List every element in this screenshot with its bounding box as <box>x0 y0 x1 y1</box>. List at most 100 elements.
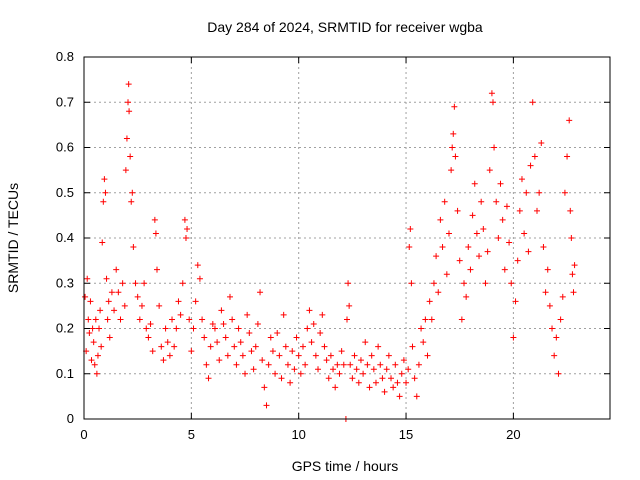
x-axis-title: GPS time / hours <box>292 458 399 474</box>
data-point <box>209 320 216 327</box>
data-point <box>291 366 298 373</box>
data-point <box>514 257 521 264</box>
data-point <box>353 366 360 373</box>
data-point <box>392 361 399 368</box>
data-point <box>310 320 317 327</box>
data-point <box>366 384 373 391</box>
data-point <box>437 216 444 223</box>
data-point <box>98 343 105 350</box>
data-point <box>211 325 218 332</box>
data-point <box>297 370 304 377</box>
data-point <box>336 370 343 377</box>
data-point <box>439 244 446 251</box>
data-point <box>242 370 249 377</box>
data-point <box>476 253 483 260</box>
data-point <box>282 343 289 350</box>
data-point <box>555 370 562 377</box>
data-point <box>340 361 347 368</box>
data-point <box>90 339 97 346</box>
data-point <box>448 167 455 174</box>
data-point <box>327 352 334 359</box>
data-point <box>480 225 487 232</box>
data-point <box>207 343 214 350</box>
data-point <box>272 370 279 377</box>
data-point <box>523 189 530 196</box>
data-point <box>553 334 560 341</box>
data-point <box>91 361 98 368</box>
data-point <box>177 311 184 318</box>
data-point <box>407 225 414 232</box>
data-point <box>430 280 437 287</box>
data-point <box>484 248 491 255</box>
data-point <box>433 253 440 260</box>
data-point <box>370 366 377 373</box>
data-point <box>302 361 309 368</box>
data-point <box>390 384 397 391</box>
data-point <box>409 343 416 350</box>
data-point <box>478 198 485 205</box>
data-point <box>122 167 129 174</box>
data-point <box>508 280 515 287</box>
data-point <box>274 330 281 337</box>
data-point <box>469 212 476 219</box>
data-point <box>216 357 223 364</box>
data-point <box>233 361 240 368</box>
data-point <box>381 388 388 395</box>
data-point <box>497 180 504 187</box>
data-point <box>173 325 180 332</box>
data-point <box>181 216 188 223</box>
data-point <box>486 167 493 174</box>
data-point <box>411 375 418 382</box>
data-point <box>252 343 259 350</box>
x-tick-label: 15 <box>399 427 413 442</box>
data-point <box>115 289 122 296</box>
data-point <box>501 266 508 273</box>
data-point <box>518 176 525 183</box>
data-point <box>102 189 109 196</box>
y-axis-title: SRMTID / TECUs <box>5 183 21 293</box>
data-point <box>125 81 132 88</box>
data-point <box>186 316 193 323</box>
data-point <box>289 348 296 355</box>
data-point <box>408 280 415 287</box>
data-point <box>103 275 110 282</box>
axis-ticks: 0 0.1 0.2 0.3 0.4 0.5 0.6 0.7 0.8 0 5 10 15 20 <box>56 49 610 442</box>
data-point <box>235 325 242 332</box>
data-point <box>385 352 392 359</box>
data-point <box>493 198 500 205</box>
data-point <box>349 375 356 382</box>
data-point <box>536 189 543 196</box>
data-point <box>169 316 176 323</box>
data-point <box>188 348 195 355</box>
y-tick-label: 0.3 <box>56 275 74 290</box>
data-point <box>330 366 337 373</box>
data-point <box>368 352 375 359</box>
data-point <box>182 235 189 241</box>
data-point <box>567 207 574 214</box>
data-point <box>443 271 450 278</box>
data-point <box>190 325 197 332</box>
data-point <box>413 393 420 400</box>
data-point <box>162 325 169 332</box>
data-point <box>84 275 91 282</box>
data-point <box>449 144 456 151</box>
data-point <box>569 271 576 278</box>
data-point <box>100 198 107 205</box>
y-tick-label: 0.1 <box>56 366 74 381</box>
data-point <box>568 235 575 241</box>
y-tick-label: 0.6 <box>56 140 74 155</box>
data-point <box>542 289 549 296</box>
data-point <box>357 357 364 364</box>
data-point <box>147 320 154 327</box>
data-point <box>344 316 350 323</box>
data-point <box>129 189 136 196</box>
data-point <box>506 239 513 246</box>
data-point <box>99 239 106 246</box>
x-tick-label: 20 <box>506 427 520 442</box>
data-point <box>461 280 468 287</box>
data-point <box>171 343 178 350</box>
data-point <box>257 289 264 296</box>
data-point <box>527 162 534 169</box>
data-point <box>415 361 422 368</box>
